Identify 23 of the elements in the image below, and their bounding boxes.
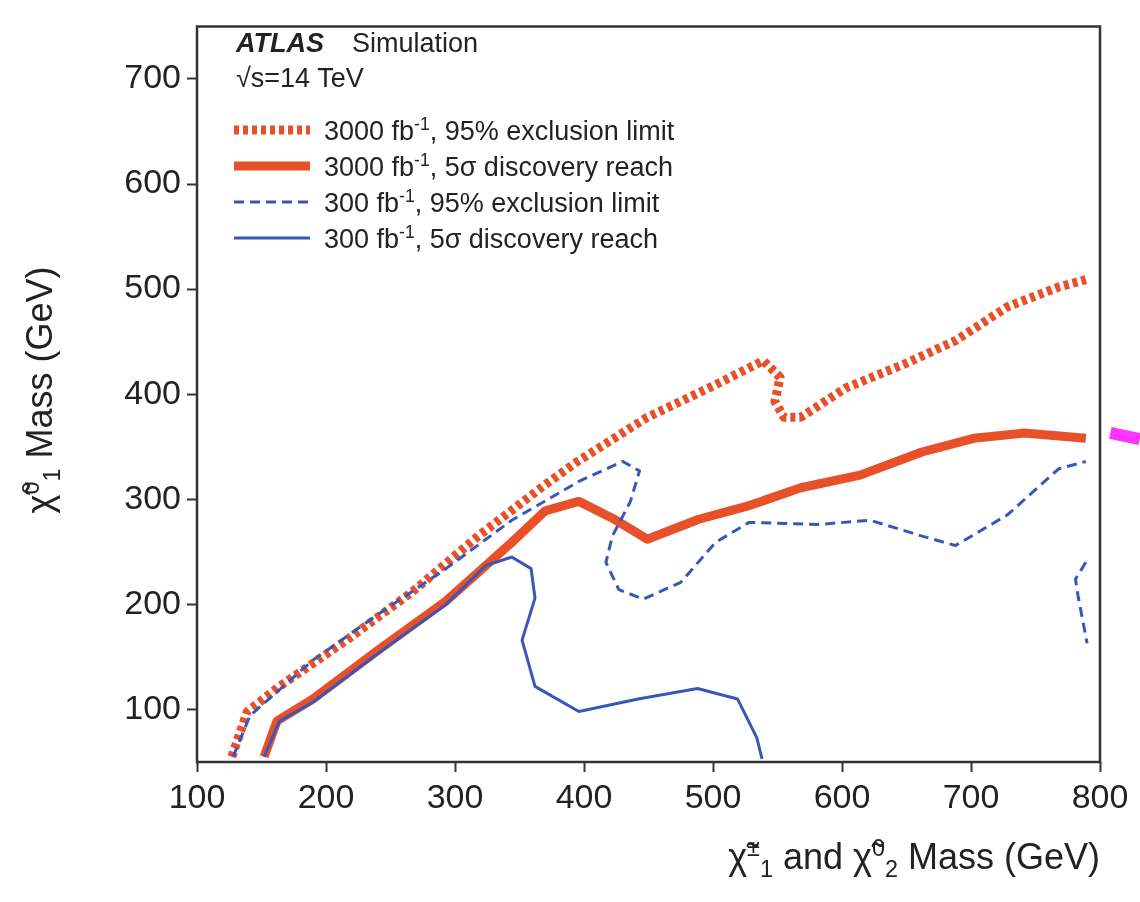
- y-tick-label: 400: [124, 372, 181, 411]
- x-tick-label: 200: [297, 776, 355, 815]
- y-tick-label: 500: [124, 267, 181, 306]
- x-tick-label: 300: [426, 776, 484, 815]
- y-tick-label: 300: [124, 477, 181, 516]
- y-tick-label: 100: [124, 687, 181, 726]
- line-series: [1073, 560, 1089, 645]
- y-tick-label: 700: [124, 57, 181, 96]
- y-tick-label: 200: [124, 582, 181, 621]
- legend-label: 3000 fb$^{-1}$, 5σ discovery reach: [324, 149, 673, 183]
- legend-label: 300 fb$^{-1}$, 5σ discovery reach: [324, 221, 658, 255]
- annotation: ATLAS: [236, 28, 324, 58]
- annotation: √s=14 TeV: [236, 63, 365, 94]
- x-tick-label: 400: [555, 776, 613, 815]
- legend-label: 3000 fb$^{-1}$, 95% exclusion limit: [324, 113, 675, 147]
- x-tick-label: 500: [684, 776, 742, 815]
- legend-label: 300 fb$^{-1}$, 95% exclusion limit: [324, 185, 660, 219]
- y-tick-label: 600: [124, 162, 181, 201]
- x-tick-label: 600: [813, 776, 871, 815]
- annotation: Simulation: [352, 28, 479, 58]
- x-tick-label: 100: [168, 776, 226, 815]
- x-tick-label: 700: [942, 776, 1000, 815]
- x-tick-label: 800: [1071, 776, 1129, 815]
